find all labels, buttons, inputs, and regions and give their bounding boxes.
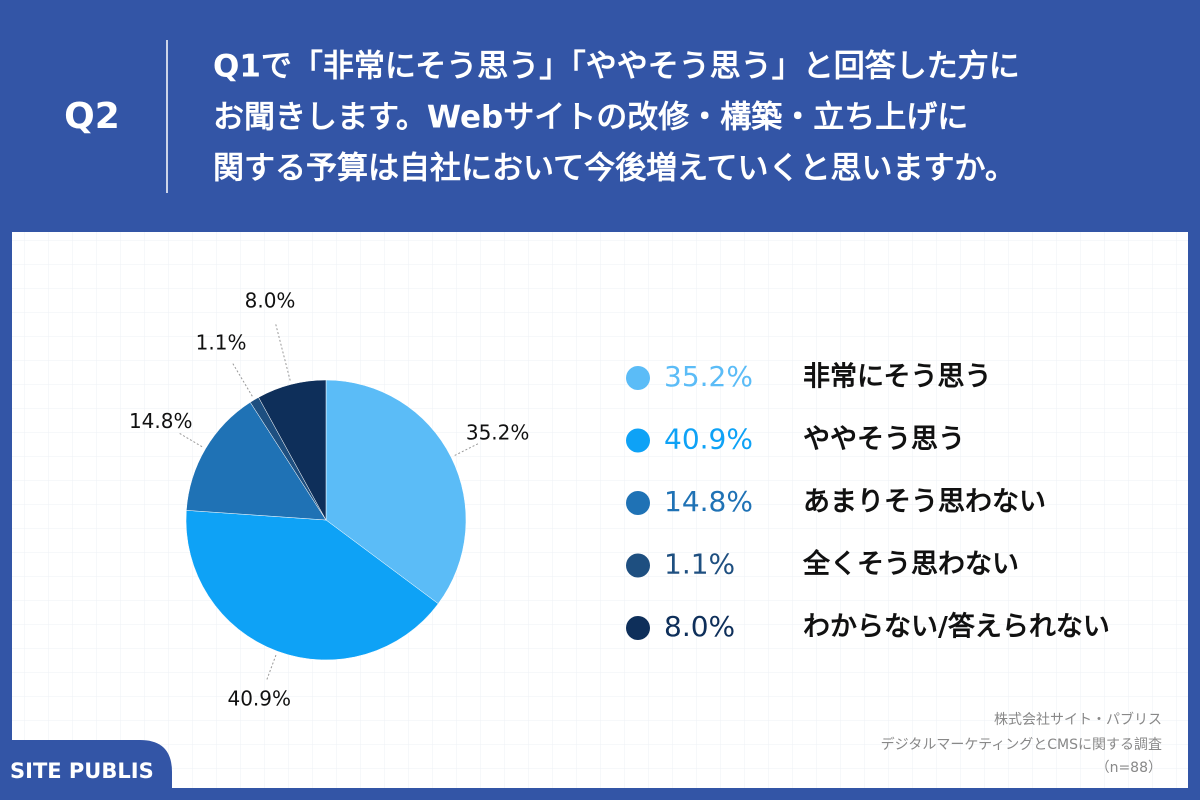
data-label: 40.9% [227, 687, 291, 711]
legend-value: 35.2% [664, 360, 753, 393]
logo-tab [0, 740, 172, 800]
legend-value: 1.1% [664, 548, 735, 581]
data-label: 1.1% [196, 330, 247, 354]
source: （n=88） [1096, 760, 1162, 776]
pie-slice [258, 379, 327, 521]
data-label: 35.2% [466, 420, 530, 444]
source: デジタルマーケティングとCMSに関する調査 [881, 736, 1162, 753]
legend: 35.2% 非常にそう思う 40.9% ややそう思う 14.8% あまりそう思わない 1.1… [626, 360, 1110, 643]
legend-marker [626, 428, 650, 453]
legend-value: 8.0% [664, 610, 735, 643]
legend-value: 14.8% [664, 485, 753, 518]
question-line: お聞きします。Webサイトの改修・構築・立ち上げに [213, 100, 968, 136]
leader-line [454, 443, 479, 456]
data-label: 14.8% [129, 409, 193, 433]
legend-value: 40.9% [664, 423, 753, 456]
pie-slice [325, 379, 467, 605]
legend-label: あまりそう思わない [803, 487, 1046, 518]
legend-label: わからない/答えられない [803, 611, 1110, 643]
legend-marker [626, 366, 650, 390]
pie-slice [185, 510, 439, 661]
question-line: Q1で「非常にそう思う」「ややそう思う」と回答した方に [213, 49, 1020, 85]
source: 株式会社サイト・パブリス [994, 711, 1162, 728]
question-line: 関する予算は自社において今後増えていくと思いますか。 [213, 151, 1016, 187]
leader-line [231, 362, 253, 397]
pie-slice [186, 401, 327, 521]
legend-label: 全くそう思わない [802, 548, 1019, 580]
legend-marker [626, 491, 650, 515]
leader-line [275, 323, 291, 381]
legend-marker [626, 616, 650, 640]
legend-label: ややそう思う [803, 424, 965, 455]
leader-line [179, 433, 203, 448]
logo: SITE PUBLIS [10, 759, 154, 783]
question-label: Q2 [64, 96, 120, 137]
legend-label: 非常にそう思う [803, 362, 991, 393]
pie: 35.2% 40.9% 14.8% 1.1% 8.0% [129, 289, 529, 711]
leader-line [266, 654, 277, 680]
legend-marker [626, 553, 650, 578]
data-label: 8.0% [245, 289, 296, 313]
